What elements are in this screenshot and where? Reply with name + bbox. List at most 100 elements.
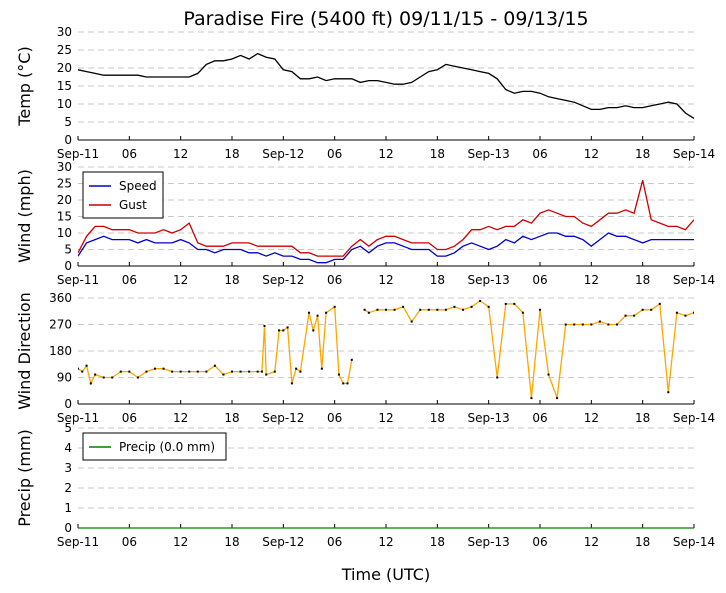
- data-point: [470, 305, 473, 308]
- data-point: [539, 308, 541, 311]
- x-tick-label: 18: [430, 147, 445, 161]
- x-tick-label: 18: [635, 273, 650, 287]
- x-tick-label: 06: [122, 411, 137, 425]
- data-point: [290, 382, 293, 385]
- data-point: [444, 308, 447, 311]
- data-point: [78, 367, 79, 370]
- data-point: [119, 370, 122, 373]
- x-tick-label: 12: [173, 147, 188, 161]
- data-point: [222, 373, 225, 376]
- y-tick-label: 15: [57, 210, 72, 224]
- y-tick-label: 20: [57, 193, 72, 207]
- data-point: [248, 370, 251, 373]
- y-tick-label: 30: [57, 160, 72, 174]
- data-point: [162, 367, 165, 370]
- data-point: [325, 311, 328, 314]
- x-tick-label: Sep-12: [262, 535, 304, 549]
- panel-1: 0 5 10 15 20 25 30 Sep-11 06 12 18 Sep-12 06 12 18 Sep-…: [15, 25, 715, 161]
- data-point: [658, 302, 661, 305]
- data-point: [530, 397, 533, 400]
- data-point: [436, 308, 439, 311]
- data-point: [521, 311, 524, 314]
- y-tick-label: 180: [49, 344, 72, 358]
- data-point: [702, 312, 704, 314]
- x-tick-label: Sep-13: [468, 535, 510, 549]
- series-group: [78, 52, 694, 119]
- data-point: [402, 305, 405, 308]
- x-tick-label: 18: [635, 411, 650, 425]
- data-point: [513, 302, 516, 305]
- x-tick-label: 18: [224, 535, 239, 549]
- x-tick-label: 06: [532, 535, 547, 549]
- x-tick-label: 12: [173, 273, 188, 287]
- y-tick-label: 4: [64, 441, 72, 455]
- y-tick-label: 0: [64, 133, 72, 147]
- data-point: [624, 314, 627, 317]
- data-point: [367, 311, 370, 314]
- panel-3: 0 90 180 270 360 Sep-11 06 12 18 Sep-12 06 12 18 Sep-…: [15, 291, 715, 425]
- data-point: [410, 320, 413, 323]
- data-point: [312, 329, 315, 332]
- y-tick-label: 5: [64, 421, 72, 435]
- y-tick-label: 0: [64, 521, 72, 535]
- x-tick-label: 18: [635, 147, 650, 161]
- x-tick-label: Sep-11: [57, 535, 99, 549]
- x-tick-label: 18: [224, 273, 239, 287]
- x-tick-label: 18: [635, 535, 650, 549]
- data-point: [650, 308, 653, 311]
- data-point: [607, 323, 610, 326]
- data-point: [453, 305, 456, 308]
- data-point: [316, 314, 319, 317]
- x-tick-label: 12: [173, 535, 188, 549]
- data-point: [479, 299, 482, 302]
- data-point: [363, 308, 366, 311]
- y-tick-label: 0: [64, 397, 72, 411]
- x-tick-label: Sep-14: [673, 273, 715, 287]
- x-tick-label: 12: [173, 411, 188, 425]
- y-tick-label: 1: [64, 501, 72, 515]
- x-tick-label: 12: [378, 535, 393, 549]
- data-point: [213, 364, 216, 367]
- series-group: [78, 299, 712, 400]
- x-tick-label: 18: [430, 273, 445, 287]
- data-point: [320, 367, 323, 370]
- data-point: [308, 311, 310, 314]
- data-point: [342, 382, 345, 385]
- data-point: [385, 308, 387, 311]
- data-point: [136, 376, 139, 379]
- data-point: [504, 302, 507, 305]
- x-tick-label: 06: [532, 411, 547, 425]
- x-tick-label: 06: [532, 147, 547, 161]
- y-tick-label: 3: [64, 461, 72, 475]
- data-point: [260, 370, 263, 373]
- series-line: [78, 52, 694, 119]
- y-tick-label: 20: [57, 61, 72, 75]
- data-point: [337, 373, 340, 376]
- data-point: [278, 329, 281, 332]
- x-tick-label: 18: [224, 147, 239, 161]
- data-point: [667, 391, 670, 394]
- data-point: [393, 308, 396, 311]
- data-point: [641, 308, 644, 311]
- y-axis-label: Temp (°C): [15, 46, 34, 126]
- data-point: [102, 376, 105, 379]
- data-point: [710, 397, 712, 399]
- data-point: [196, 370, 199, 373]
- x-tick-label: 18: [430, 535, 445, 549]
- legend: Speed Gust: [82, 171, 164, 219]
- data-point: [154, 367, 156, 370]
- data-point: [419, 308, 422, 311]
- data-point: [263, 324, 266, 327]
- data-point: [89, 382, 92, 385]
- data-point: [188, 370, 191, 373]
- series-line: [78, 305, 353, 386]
- data-point: [239, 370, 242, 373]
- y-tick-label: 0: [64, 259, 72, 273]
- series-line-gust: [78, 180, 694, 257]
- x-tick-label: Sep-12: [262, 147, 304, 161]
- data-point: [231, 370, 233, 373]
- data-point: [128, 370, 131, 373]
- data-point: [94, 373, 97, 376]
